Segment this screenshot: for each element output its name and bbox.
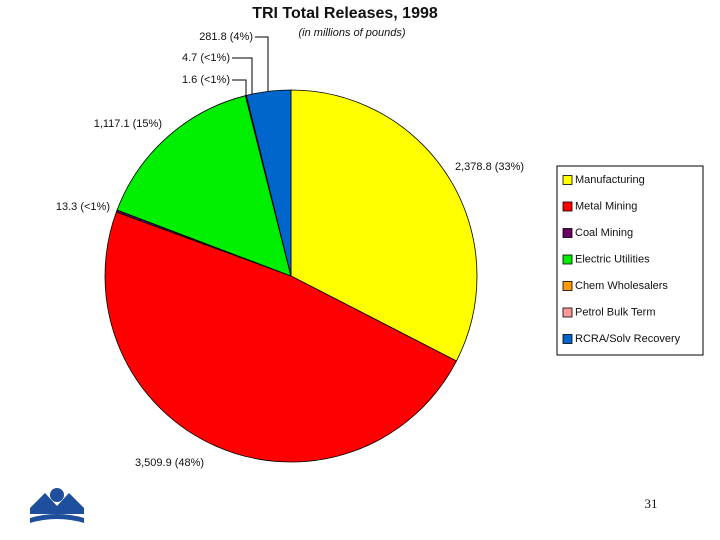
logo-shape bbox=[30, 493, 84, 514]
legend-swatch bbox=[562, 334, 573, 344]
chart-subtitle: (in millions of pounds) bbox=[299, 27, 406, 39]
legend-label: Chem Wholesalers bbox=[575, 280, 668, 292]
logo-dot bbox=[50, 488, 64, 502]
legend-label: Coal Mining bbox=[575, 227, 633, 239]
legend-swatch bbox=[562, 281, 573, 291]
leader-line bbox=[232, 79, 247, 97]
legend-label: Electric Utilities bbox=[575, 253, 650, 265]
legend-swatch bbox=[562, 228, 573, 238]
legend-label: RCRA/Solv Recovery bbox=[575, 333, 681, 345]
legend-box bbox=[556, 165, 704, 356]
chart-title: TRI Total Releases, 1998 bbox=[252, 5, 438, 22]
legend-label: Manufacturing bbox=[575, 174, 645, 186]
legend-swatch bbox=[562, 175, 573, 185]
data-label: 281.8 (4%) bbox=[199, 31, 253, 43]
legend-swatch bbox=[562, 201, 573, 212]
data-label: 4.7 (<1%) bbox=[182, 52, 230, 64]
pie-slice bbox=[104, 211, 457, 463]
data-label: 1.6 (<1%) bbox=[182, 74, 230, 86]
leader-line bbox=[255, 36, 269, 92]
pie-slice bbox=[116, 95, 292, 277]
logo bbox=[30, 488, 84, 523]
data-label: 13.3 (<1%) bbox=[56, 201, 110, 213]
data-label: 3,509.9 (48%) bbox=[135, 457, 204, 469]
pie-slice bbox=[290, 89, 478, 362]
slide-number: 31 bbox=[645, 496, 658, 511]
legend-swatch bbox=[562, 307, 573, 318]
legend-label: Metal Mining bbox=[575, 200, 637, 212]
data-label: 1,117.1 (15%) bbox=[94, 118, 162, 130]
data-label: 2,378.8 (33%) bbox=[455, 161, 524, 173]
legend-label: Petrol Bulk Term bbox=[575, 306, 656, 318]
leader-line bbox=[232, 57, 253, 95]
legend-swatch bbox=[562, 254, 573, 265]
logo-wave bbox=[30, 514, 84, 523]
